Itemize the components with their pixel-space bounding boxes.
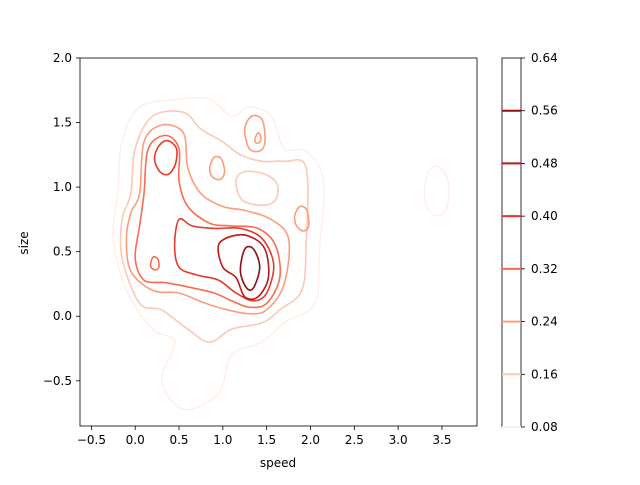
colorbar-frame: [501, 57, 522, 428]
contour-line: [208, 155, 226, 181]
colorbar: 0.08 0.16 0.24 0.32 0.40 0.48 0.56 0.64: [501, 51, 558, 434]
x-tick-label: −0.5: [77, 433, 106, 447]
contour-line: [119, 110, 309, 343]
colorbar-tick-label: 0.40: [531, 209, 558, 223]
contour-line: [149, 255, 160, 271]
contour-line: [239, 245, 261, 291]
contour-layer: [112, 96, 450, 411]
x-tick-label: 3.5: [432, 433, 451, 447]
x-tick-label: 0.0: [126, 433, 145, 447]
y-axis-label: size: [17, 231, 31, 254]
y-tick-label: 2.0: [53, 51, 72, 65]
contour-line: [173, 217, 275, 302]
contour-line: [293, 205, 310, 232]
contour-line: [134, 134, 282, 309]
y-axis: −0.5 0.0 0.5 1.0 1.5 2.0: [43, 51, 80, 388]
x-axis-label: speed: [260, 456, 296, 470]
y-tick-label: 1.0: [53, 180, 72, 194]
x-tick-label: 2.0: [301, 433, 320, 447]
colorbar-tick-label: 0.48: [531, 156, 558, 170]
colorbar-tick-label: 0.08: [531, 420, 558, 434]
contour-line: [423, 165, 450, 217]
contour-line: [153, 139, 178, 176]
colorbar-tick-label: 0.32: [531, 262, 558, 276]
contour-line: [125, 123, 291, 315]
contour-line: [112, 96, 325, 411]
contour-line: [254, 132, 262, 145]
colorbar-tick-label: 0.64: [531, 51, 558, 65]
y-tick-label: 0.5: [53, 245, 72, 259]
plot-frame: [79, 57, 478, 427]
x-tick-label: 0.5: [169, 433, 188, 447]
colorbar-tick-label: 0.16: [531, 367, 558, 381]
y-tick-label: −0.5: [43, 374, 72, 388]
x-tick-label: 1.5: [257, 433, 276, 447]
x-axis: −0.5 0.0 0.5 1.0 1.5 2.0 2.5 3.0 3.5: [77, 426, 451, 447]
colorbar-tick-label: 0.56: [531, 104, 558, 118]
x-tick-label: 2.5: [345, 433, 364, 447]
contour-line: [243, 114, 266, 153]
contour-line: [235, 170, 279, 206]
x-tick-label: 1.0: [213, 433, 232, 447]
contour-line: [217, 234, 270, 301]
colorbar-tick-label: 0.24: [531, 315, 558, 329]
x-tick-label: 3.0: [389, 433, 408, 447]
y-tick-label: 0.0: [53, 309, 72, 323]
y-tick-label: 1.5: [53, 116, 72, 130]
